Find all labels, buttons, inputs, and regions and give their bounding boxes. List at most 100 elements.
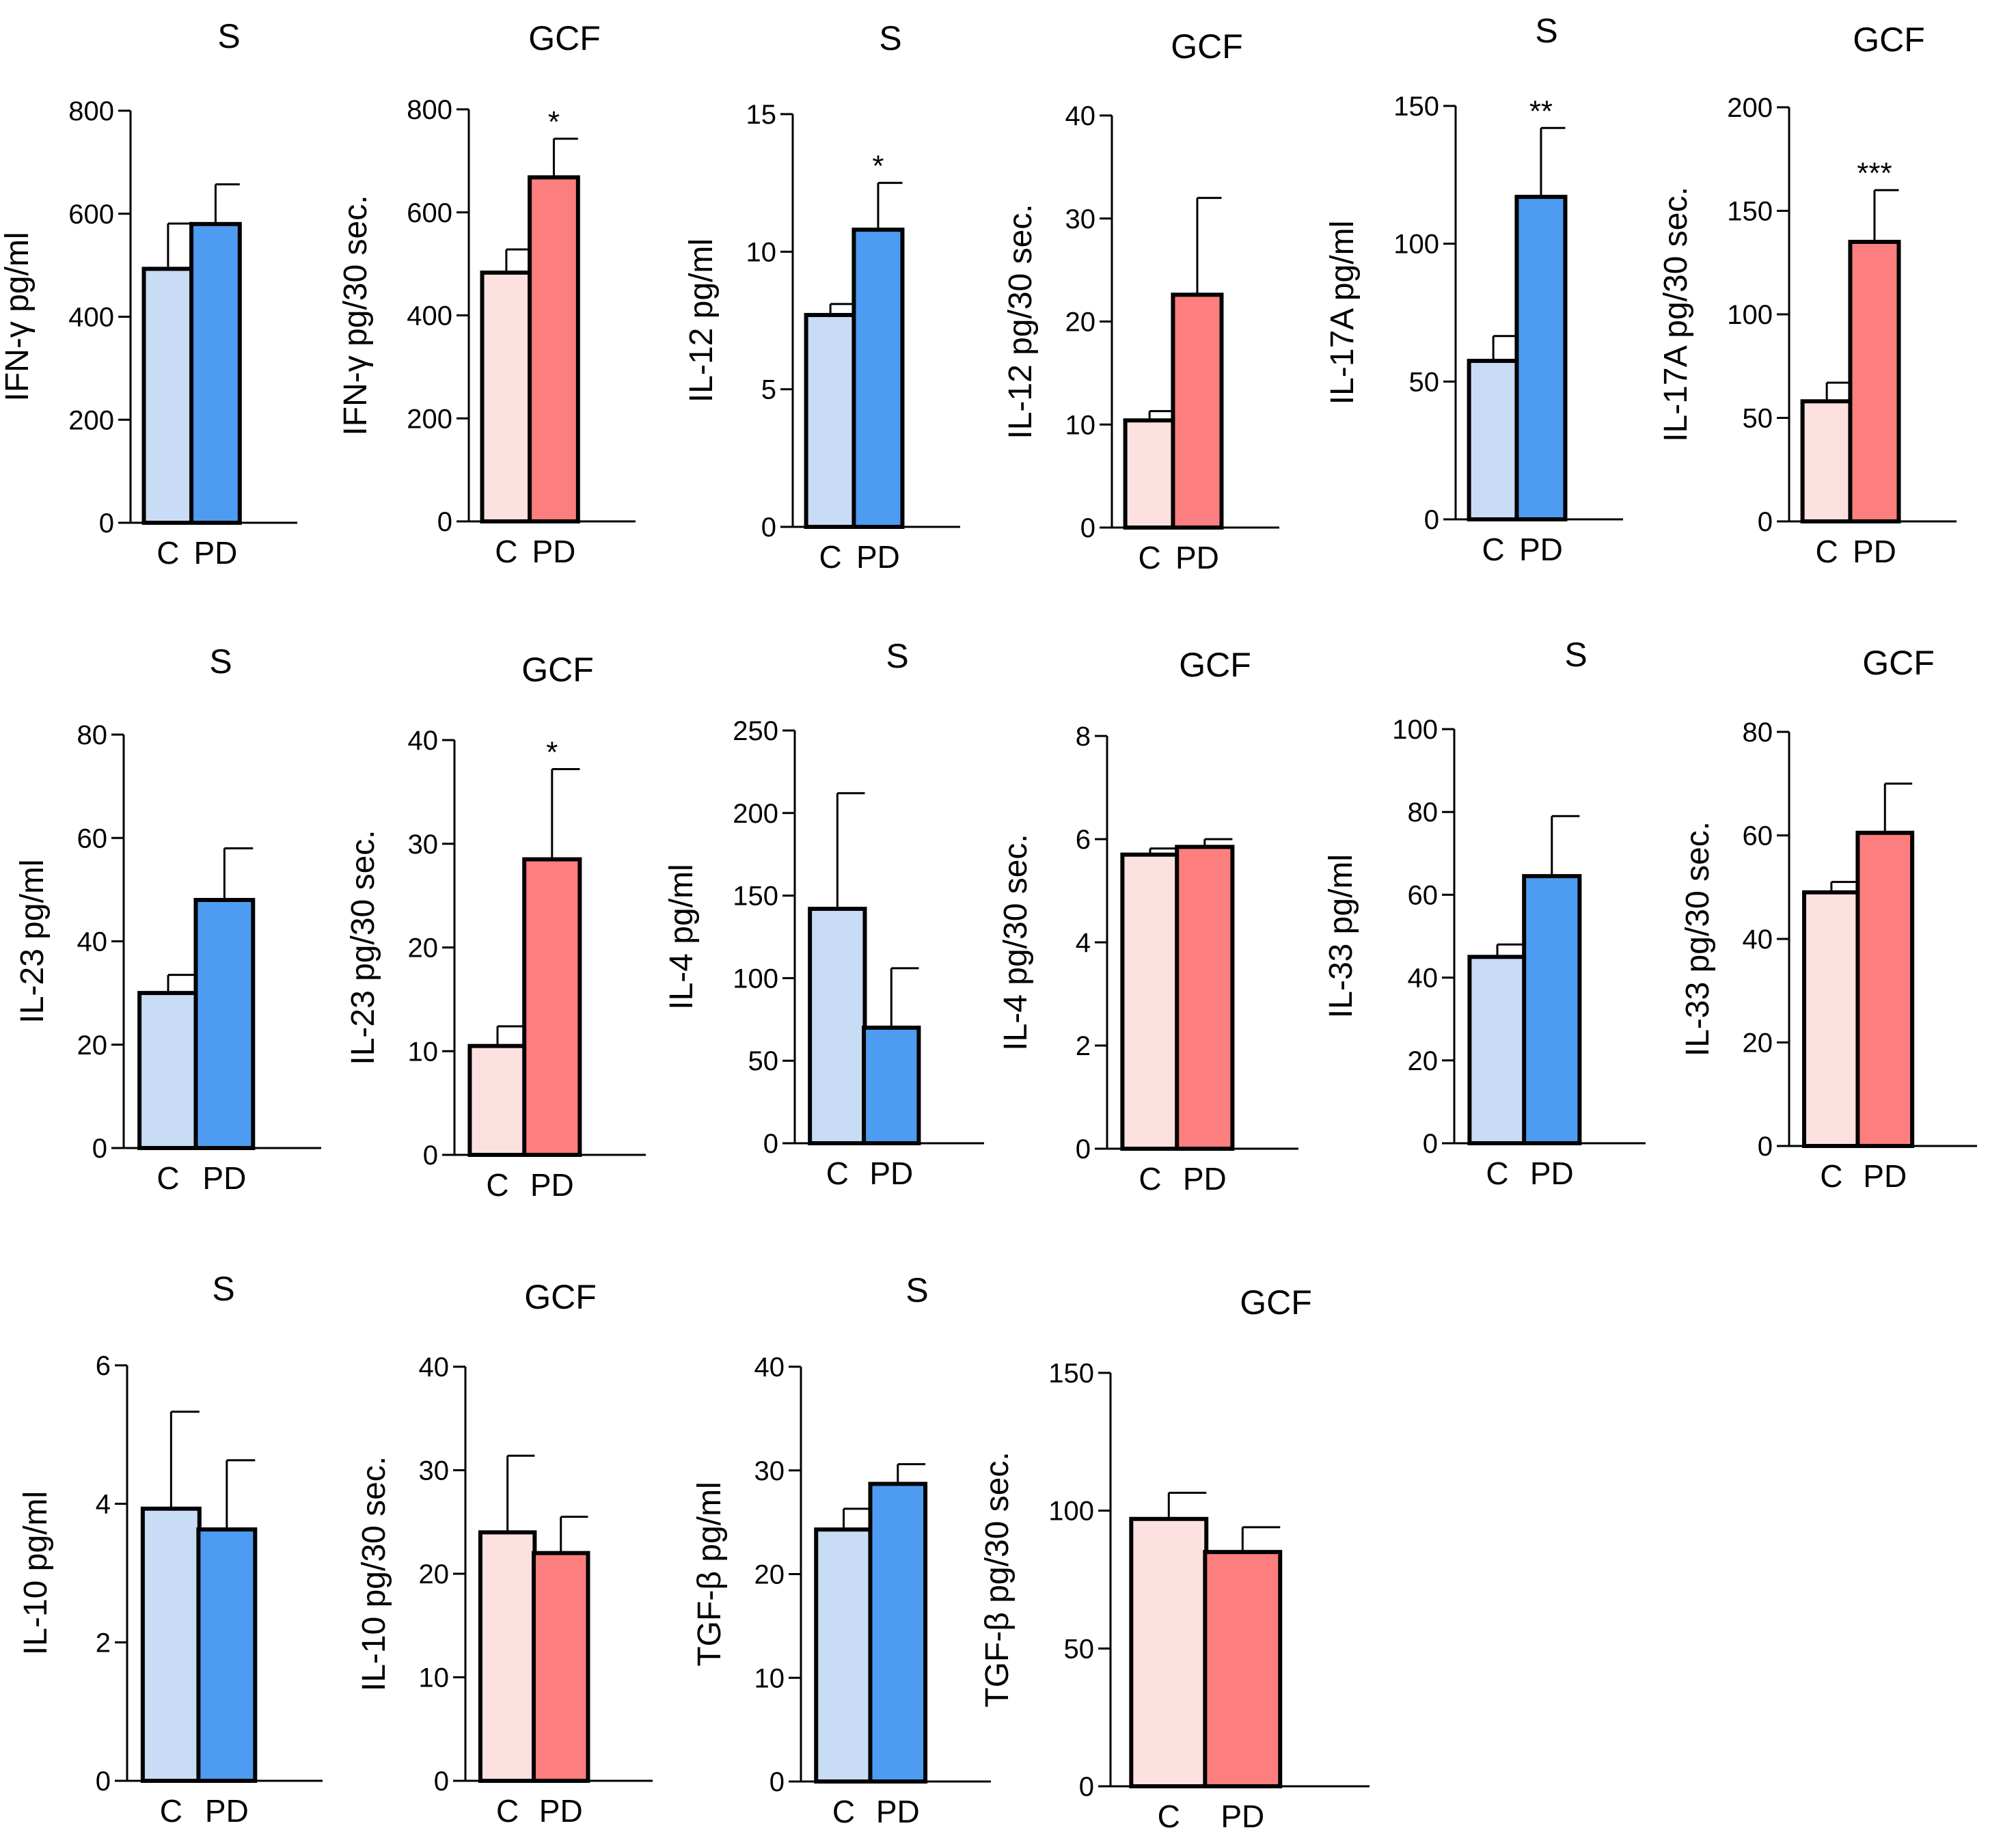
y-tick-label: 100 <box>1392 715 1438 745</box>
panel-4: GCF 0 10 20 30 40 IL-12 pg/30 sec. C PD <box>1003 27 1279 575</box>
bar-pd <box>522 857 582 1157</box>
y-tick-label: 0 <box>1076 1134 1091 1164</box>
x-tick-label: C <box>819 539 842 575</box>
y-tick-label: 80 <box>77 720 108 750</box>
y-tick-label: 200 <box>733 799 778 829</box>
y-tick-label: 800 <box>68 96 114 126</box>
y-tick-label: 150 <box>1393 92 1439 122</box>
x-tick-label: PD <box>876 1794 920 1829</box>
y-tick-label: 0 <box>1758 1132 1773 1162</box>
bar-pd <box>1175 845 1235 1151</box>
x-tick-label: PD <box>856 539 900 575</box>
panel-title: GCF <box>1171 27 1243 66</box>
y-tick-label: 40 <box>1065 101 1096 131</box>
x-tick-label: PD <box>1175 540 1219 575</box>
y-tick-label: 40 <box>408 726 439 756</box>
x-tick-label: C <box>156 535 179 571</box>
x-tick-label: PD <box>532 534 575 569</box>
y-tick-label: 2 <box>1076 1031 1091 1061</box>
x-tick-label: PD <box>1519 532 1563 567</box>
y-tick-label: 0 <box>1424 505 1439 535</box>
y-tick-label: 30 <box>408 830 439 860</box>
y-tick-label: 30 <box>754 1456 785 1486</box>
y-tick-label: 60 <box>1743 821 1773 851</box>
panel-9: S 0 50 100 150 200 250 IL-4 pg/ml C PD <box>664 637 984 1191</box>
y-tick-label: 20 <box>419 1559 450 1589</box>
y-tick-label: 400 <box>407 301 452 331</box>
y-tick-label: 600 <box>407 198 452 228</box>
bar-c <box>1467 359 1520 521</box>
bar-c <box>480 270 533 523</box>
bar-pd <box>868 1482 928 1784</box>
bar-pd <box>1522 874 1582 1145</box>
x-tick-label: C <box>832 1794 855 1829</box>
y-tick-label: 0 <box>761 513 776 543</box>
y-tick-label: 10 <box>1065 410 1096 440</box>
panel-15: S 0 10 20 30 40 TGF-β pg/ml C PD <box>692 1271 991 1829</box>
x-tick-label: C <box>1139 540 1161 575</box>
x-tick-label: C <box>1139 1161 1161 1197</box>
x-tick-label: PD <box>539 1793 583 1829</box>
y-tick-label: 80 <box>1743 718 1773 748</box>
x-tick-label: PD <box>530 1167 574 1203</box>
panel-8: GCF 0 10 20 30 40 IL-23 pg/30 sec. C PD * <box>345 651 646 1203</box>
y-tick-label: 40 <box>1408 964 1439 994</box>
panel-title: GCF <box>1862 644 1935 682</box>
y-tick-label: 40 <box>77 927 108 957</box>
bar-pd <box>862 1025 921 1145</box>
panel-1: S 0 200 400 600 800 IFN-γ pg/ml C PD <box>0 17 297 571</box>
y-tick-label: 0 <box>763 1129 778 1159</box>
y-axis-label: IL-23 pg/30 sec. <box>345 830 381 1065</box>
y-tick-label: 2 <box>96 1628 111 1658</box>
y-axis-label: IL-4 pg/30 sec. <box>998 834 1034 1051</box>
x-tick-label: C <box>1482 532 1505 567</box>
significance-label: * <box>872 150 884 183</box>
x-tick-label: C <box>1816 534 1838 569</box>
x-tick-label: C <box>1158 1799 1180 1834</box>
bar-c <box>1120 852 1180 1151</box>
y-tick-label: 250 <box>733 716 778 746</box>
y-axis-label: IL-4 pg/ml <box>664 864 700 1009</box>
x-tick-label: PD <box>1853 534 1896 569</box>
significance-label: * <box>546 735 558 769</box>
y-axis-label: TGF-β pg/ml <box>692 1482 728 1666</box>
x-tick-label: C <box>486 1167 508 1203</box>
y-tick-label: 10 <box>746 237 777 267</box>
bar-pd <box>852 228 905 529</box>
y-tick-label: 0 <box>769 1767 785 1797</box>
panel-title: GCF <box>521 651 594 689</box>
x-tick-label: PD <box>205 1793 249 1829</box>
y-tick-label: 20 <box>1408 1046 1439 1076</box>
y-tick-label: 20 <box>754 1560 785 1590</box>
bar-c <box>1800 399 1853 524</box>
x-tick-label: PD <box>202 1160 246 1196</box>
y-tick-label: 10 <box>408 1037 439 1067</box>
panel-title: S <box>1564 636 1587 674</box>
bar-pd <box>193 898 256 1150</box>
bar-c <box>478 1530 537 1783</box>
panel-12: GCF 0 20 40 60 80 IL-33 pg/30 sec. C PD <box>1680 644 1977 1194</box>
y-axis-label: IL-23 pg/ml <box>14 859 51 1023</box>
y-axis-label: IL-33 pg/ml <box>1323 854 1359 1018</box>
y-tick-label: 60 <box>77 823 108 854</box>
y-tick-label: 0 <box>96 1766 111 1797</box>
panel-title: S <box>886 637 908 675</box>
x-tick-label: PD <box>1863 1158 1907 1194</box>
bar-c <box>814 1527 873 1784</box>
y-tick-label: 20 <box>1065 308 1096 338</box>
bar-c <box>1802 890 1861 1148</box>
bar-pd <box>1848 239 1901 523</box>
panel-title: GCF <box>1179 646 1251 684</box>
y-axis-label: TGF-β pg/30 sec. <box>979 1451 1016 1707</box>
x-tick-label: PD <box>1183 1161 1227 1197</box>
y-tick-label: 8 <box>1076 722 1091 752</box>
panel-10: GCF 0 2 4 6 8 IL-4 pg/30 sec. C PD <box>998 646 1298 1197</box>
y-tick-label: 0 <box>423 1141 438 1171</box>
y-tick-label: 20 <box>408 933 439 964</box>
panel-3: S 0 5 10 15 IL-12 pg/ml C PD * <box>683 19 960 575</box>
bar-pd <box>1203 1550 1283 1789</box>
x-tick-label: C <box>495 534 517 569</box>
significance-label: *** <box>1857 156 1892 190</box>
panel-7: S 0 20 40 60 80 IL-23 pg/ml C PD <box>14 642 321 1196</box>
panel-title: GCF <box>528 19 601 57</box>
